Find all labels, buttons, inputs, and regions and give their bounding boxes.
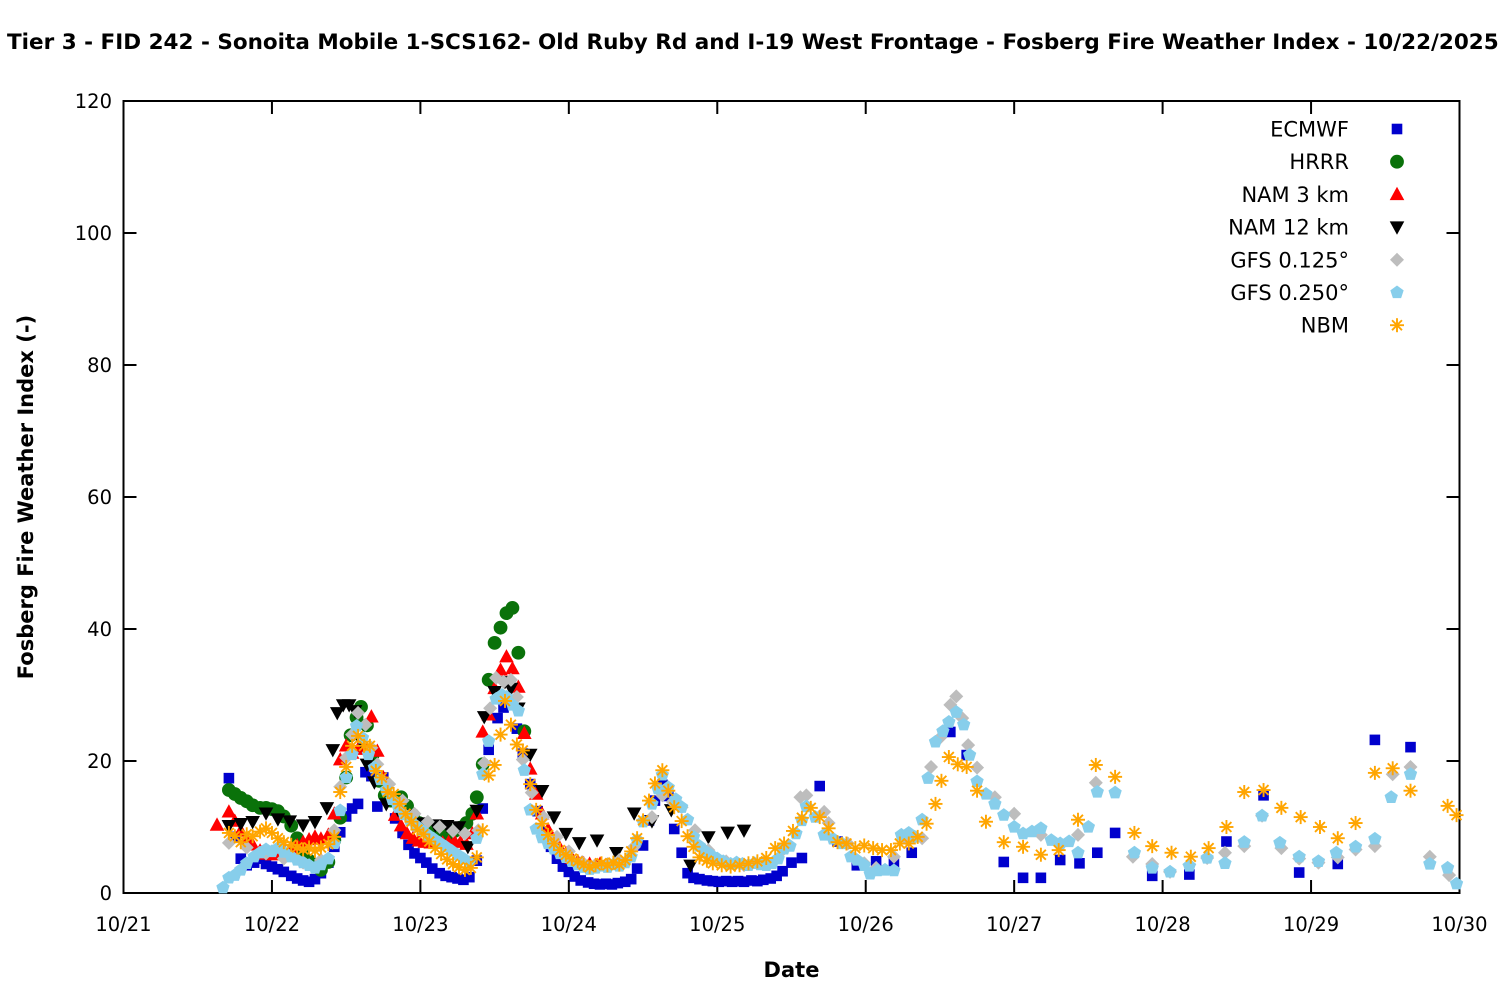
series-points-gfs-0-125-	[221, 670, 1457, 883]
legend-label-nam-3-km: NAM 3 km	[1241, 183, 1349, 207]
y-tick-label: 0	[100, 882, 112, 905]
x-tick-label: 10/24	[541, 913, 597, 936]
x-tick-label: 10/28	[1135, 913, 1191, 936]
chart-title: Tier 3 - FID 242 - Sonoita Mobile 1-SCS1…	[7, 30, 1500, 55]
legend-marker-triangle-up-icon	[1389, 186, 1405, 201]
legend-marker-circle-icon	[1390, 154, 1404, 169]
x-tick-label: 10/27	[986, 913, 1042, 936]
series-points-gfs-0-250-	[216, 688, 1464, 894]
y-tick-label: 60	[87, 486, 112, 509]
legend-label-nam-12-km: NAM 12 km	[1228, 216, 1349, 240]
legend-label-gfs-0-125-: GFS 0.125°	[1230, 248, 1349, 272]
y-tick-label: 20	[87, 750, 112, 773]
x-tick-label: 10/21	[95, 913, 151, 936]
y-tick-label: 120	[75, 90, 112, 113]
series-points-nbm	[221, 693, 1464, 877]
y-tick-label: 40	[87, 618, 112, 641]
x-tick-label: 10/26	[838, 913, 894, 936]
legend-marker-square-icon	[1391, 123, 1403, 135]
legend-label-hrrr: HRRR	[1289, 150, 1349, 174]
y-tick-label: 80	[87, 354, 112, 377]
legend-marker-diamond-icon	[1390, 252, 1404, 267]
y-tick-label: 100	[75, 222, 112, 245]
legend-marker-triangle-down-icon	[1389, 221, 1405, 235]
legend-marker-pentagon-icon	[1390, 285, 1404, 299]
legend-label-ecmwf: ECMWF	[1270, 118, 1349, 142]
legend: ECMWF HRRR NAM 3 km NAM 12 km GFS 0.125° GFS …	[1228, 118, 1405, 338]
x-tick-label: 10/23	[392, 913, 448, 936]
x-tick-label: 10/29	[1283, 913, 1339, 936]
x-tick-label: 10/30	[1431, 913, 1487, 936]
legend-label-nbm: NBM	[1301, 314, 1349, 338]
x-axis-title: Date	[763, 958, 820, 982]
legend-label-gfs-0-250-: GFS 0.250°	[1230, 281, 1349, 305]
legend-marker-asterisk-icon	[1390, 318, 1404, 333]
x-tick-label: 10/25	[689, 913, 745, 936]
x-tick-label: 10/22	[244, 913, 300, 936]
